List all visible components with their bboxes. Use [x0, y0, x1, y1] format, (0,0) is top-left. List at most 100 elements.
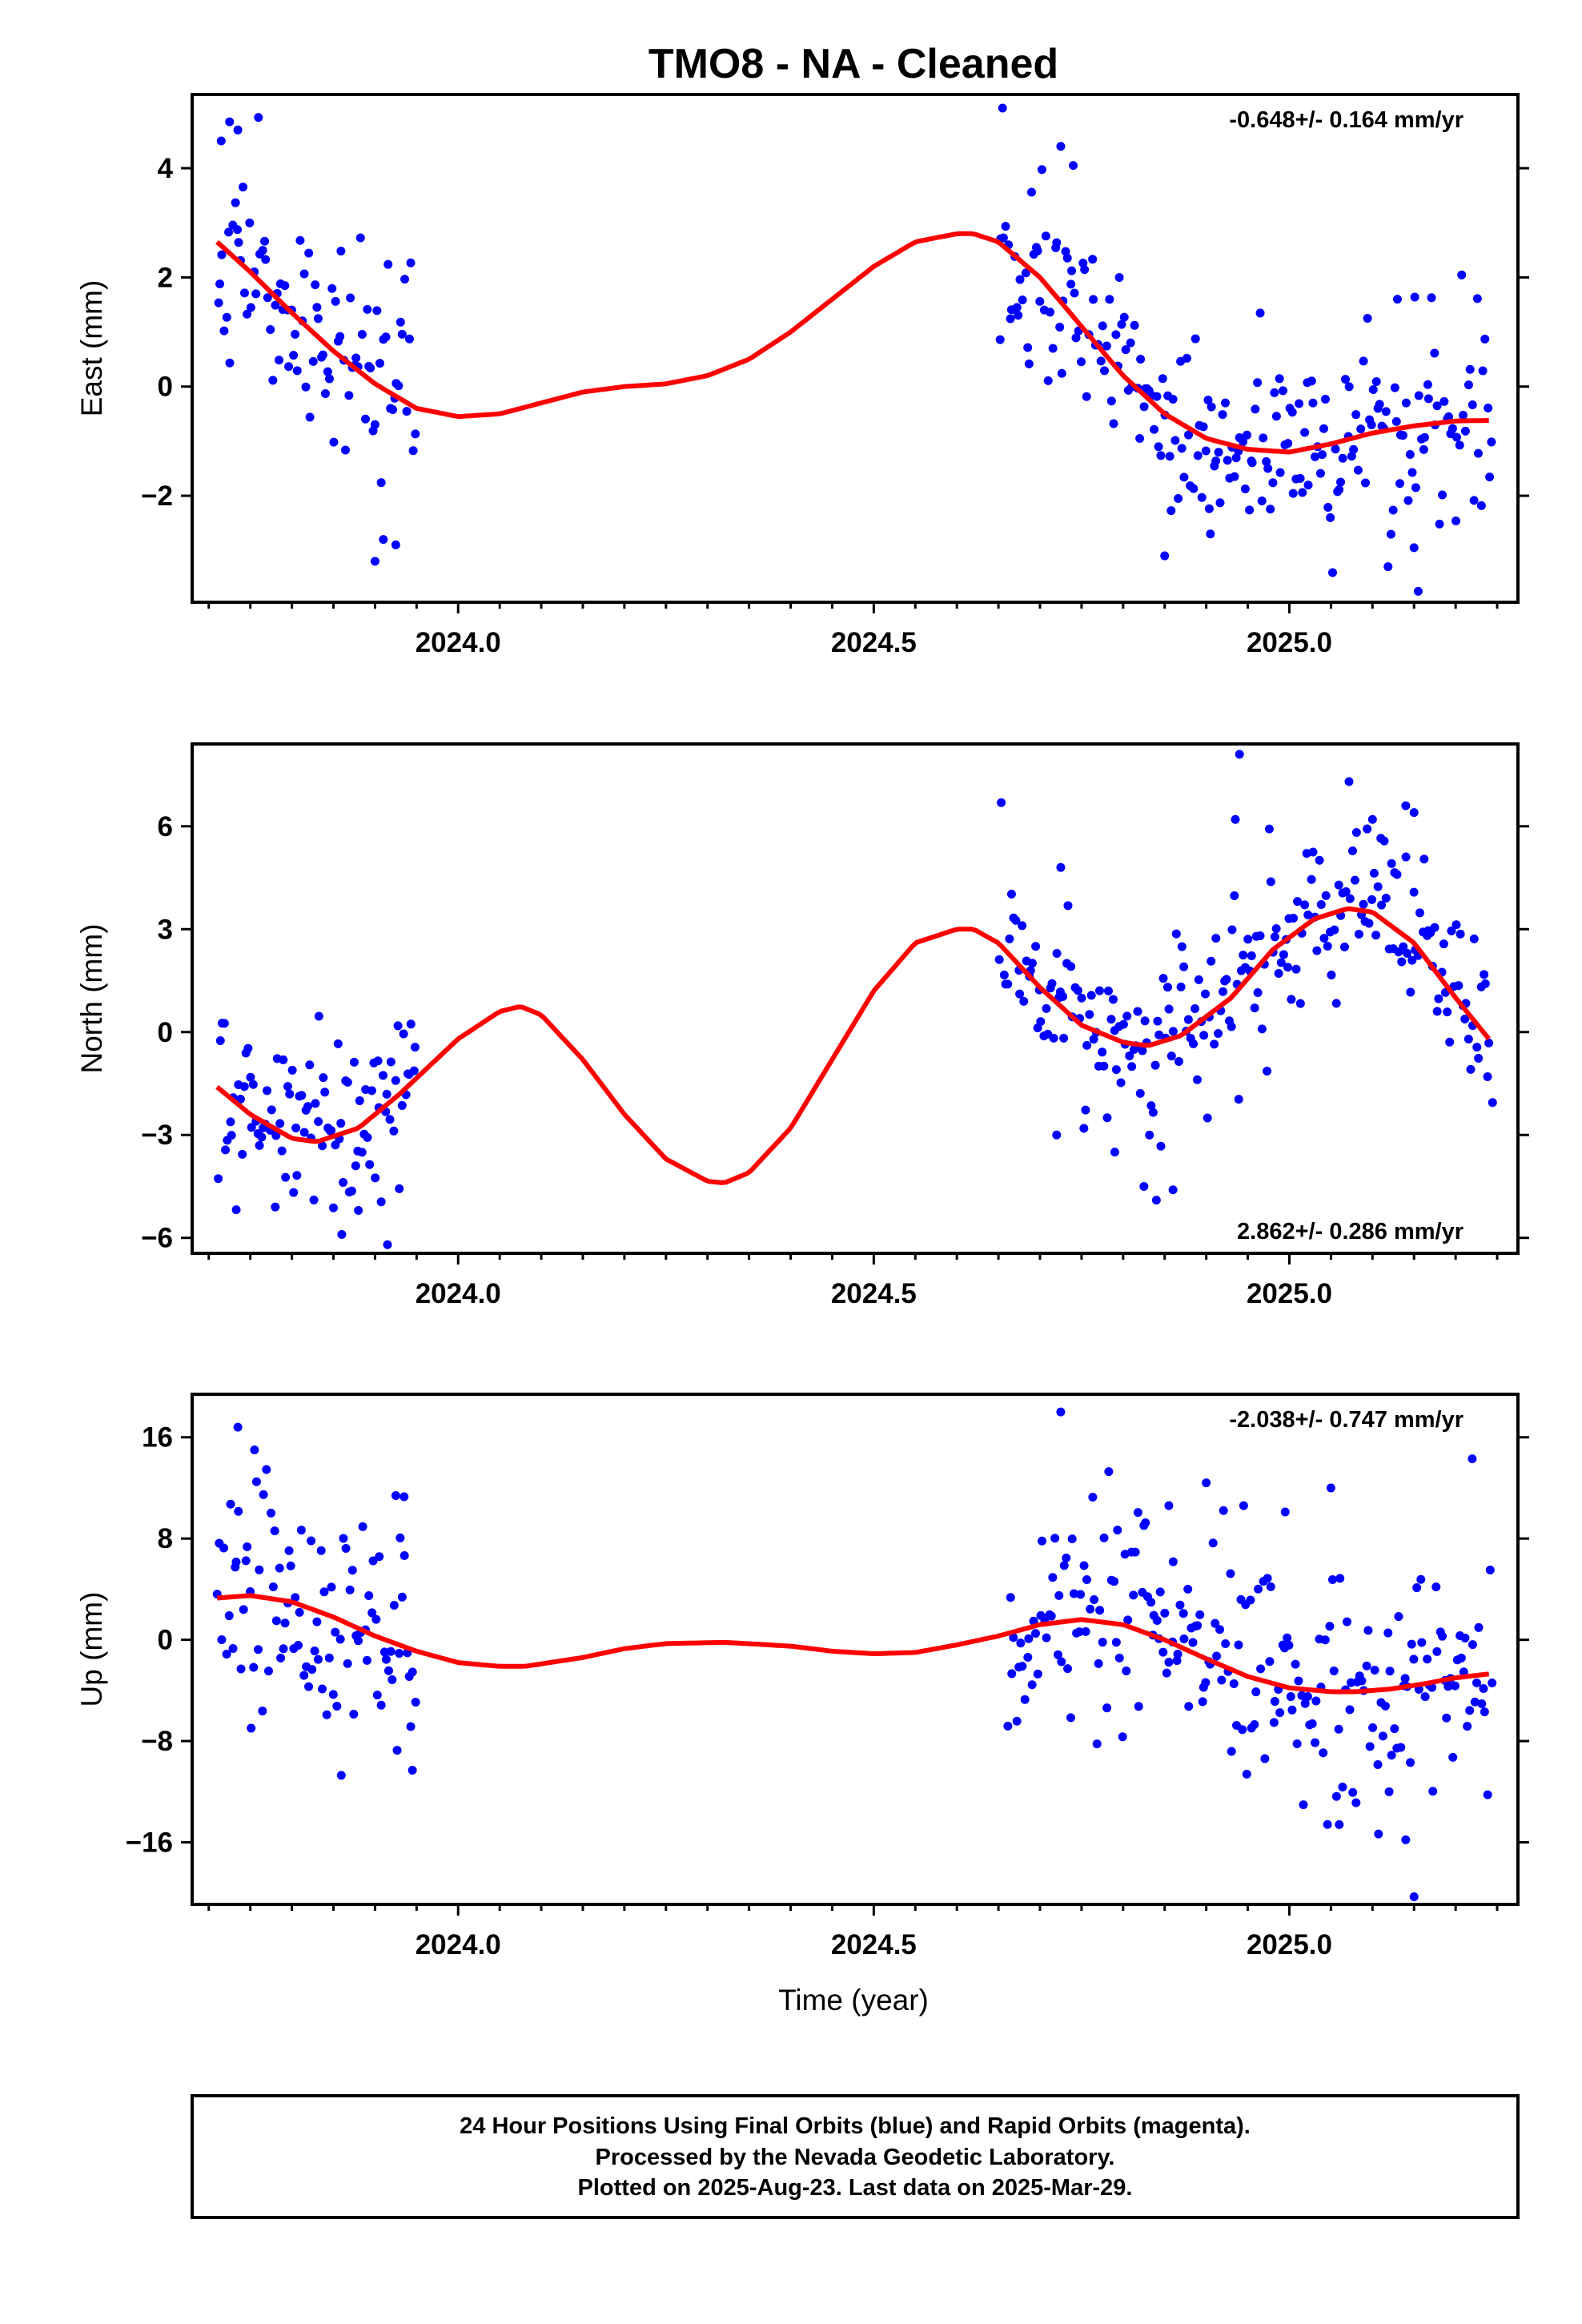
up-data-point: [1269, 1718, 1279, 1727]
up-data-point: [371, 1614, 381, 1624]
east-data-point: [1409, 543, 1419, 553]
east-data-point: [402, 407, 412, 416]
east-data-point: [1480, 334, 1490, 344]
up-data-point: [328, 1690, 338, 1699]
up-data-point: [1256, 1664, 1266, 1674]
north-data-point: [1263, 1066, 1272, 1076]
east-data-point: [1231, 453, 1241, 463]
north-data-point: [1415, 908, 1424, 918]
up-data-point: [1018, 1662, 1027, 1671]
east-data-point: [308, 356, 318, 366]
up-data-point: [1351, 1798, 1361, 1807]
up-data-point: [1164, 1501, 1174, 1510]
up-data-point: [226, 1499, 235, 1509]
east-data-point: [1203, 396, 1213, 405]
east-data-point: [1152, 392, 1162, 401]
north-data-point: [339, 1177, 348, 1187]
north-data-point: [1156, 1141, 1166, 1151]
up-data-point: [1348, 1787, 1358, 1797]
north-data-point: [1194, 975, 1203, 984]
north-data-point: [1406, 987, 1415, 997]
north-data-point: [1377, 900, 1387, 910]
east-data-point: [381, 332, 391, 342]
north-data-point: [285, 1089, 295, 1099]
north-data-point: [1312, 946, 1322, 955]
east-data-point: [1259, 433, 1268, 443]
north-data-point: [257, 1132, 267, 1142]
east-data-point: [1307, 376, 1316, 386]
north-data-point: [1334, 880, 1343, 890]
north-data-point: [289, 1188, 299, 1197]
up-data-point: [364, 1591, 374, 1601]
north-data-point: [255, 1140, 264, 1150]
east-data-point: [1410, 292, 1419, 302]
east-data-point: [1037, 165, 1046, 175]
east-data-point: [1257, 496, 1267, 505]
north-data-point: [1409, 887, 1419, 897]
north-data-point: [376, 1197, 386, 1207]
east-data-point: [1321, 394, 1331, 404]
up-data-point: [258, 1707, 267, 1716]
up-data-point: [1134, 1702, 1143, 1711]
east-data-point: [1189, 484, 1199, 493]
up-data-point: [1234, 1640, 1243, 1650]
north-data-point: [214, 1174, 223, 1184]
east-data-point: [271, 300, 280, 310]
east-data-point: [216, 136, 226, 146]
east-data-point: [1240, 484, 1250, 493]
north-data-point: [1222, 975, 1231, 984]
north-data-point: [1189, 1039, 1199, 1048]
east-x-tick-label: 2024.0: [416, 627, 501, 658]
up-data-point: [1082, 1575, 1091, 1585]
east-data-point: [1405, 449, 1415, 459]
east-data-point: [1201, 446, 1211, 456]
east-data-point: [1082, 392, 1091, 401]
east-data-point: [375, 359, 384, 368]
north-data-point: [389, 1126, 399, 1136]
up-data-point: [1335, 1819, 1344, 1829]
up-data-point: [1063, 1664, 1073, 1674]
east-data-point: [299, 269, 309, 279]
north-data-point: [1243, 935, 1253, 944]
north-data-point: [1164, 1004, 1174, 1014]
east-data-point: [1156, 451, 1166, 460]
east-data-point: [1275, 374, 1284, 384]
north-data-point: [1171, 929, 1181, 939]
east-y-tick-label: 0: [158, 372, 173, 403]
east-data-point: [231, 198, 240, 207]
north-data-point: [311, 1099, 320, 1108]
east-data-point: [234, 238, 243, 247]
east-data-point: [370, 557, 379, 566]
east-data-point: [1015, 275, 1025, 284]
up-data-point: [1311, 1738, 1320, 1747]
up-data-point: [1179, 1634, 1189, 1644]
north-data-point: [1369, 868, 1379, 878]
up-data-point: [1456, 1653, 1466, 1663]
north-data-point: [1279, 950, 1288, 959]
up-data-point: [1323, 1819, 1332, 1829]
east-data-point: [1117, 320, 1126, 329]
north-data-point: [999, 970, 1009, 979]
up-data-point: [1242, 1769, 1251, 1779]
east-data-point: [301, 382, 311, 392]
up-data-point: [324, 1653, 334, 1663]
north-data-point: [239, 1082, 249, 1092]
east-data-point: [263, 293, 272, 303]
east-data-point: [1447, 424, 1457, 433]
north-data-point: [1308, 847, 1318, 857]
up-data-point: [231, 1558, 241, 1567]
up-data-point: [349, 1710, 359, 1719]
east-y-tick-label: 2: [158, 262, 173, 293]
east-data-point: [1021, 268, 1030, 278]
east-data-point: [1139, 402, 1149, 412]
north-data-point: [1295, 999, 1305, 1008]
up-data-point: [392, 1746, 402, 1755]
up-data-point: [1202, 1478, 1211, 1488]
east-data-point: [1388, 505, 1398, 515]
east-data-point: [335, 332, 345, 341]
up-data-point: [1048, 1573, 1058, 1582]
east-data-point: [1121, 345, 1130, 355]
up-data-point: [228, 1643, 238, 1653]
east-data-point: [1204, 504, 1214, 513]
east-data-point: [254, 113, 263, 123]
